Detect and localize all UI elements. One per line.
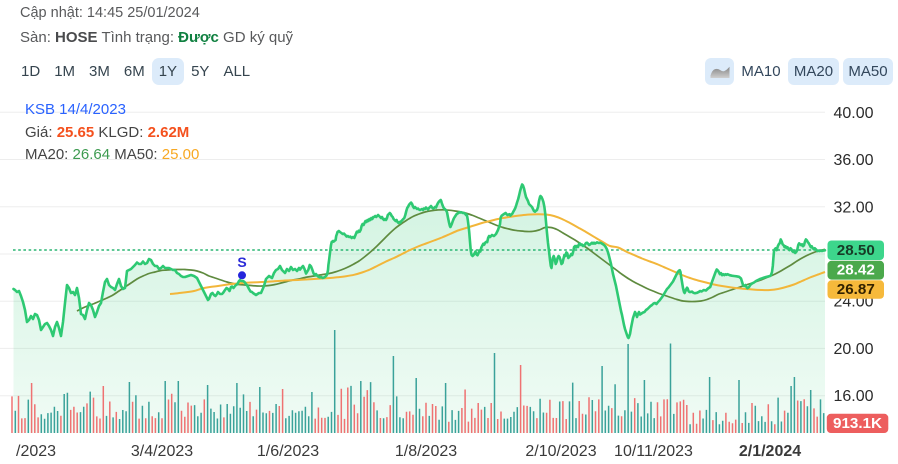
- svg-text:40.00: 40.00: [834, 105, 874, 122]
- svg-text:2/10/2023: 2/10/2023: [525, 443, 596, 460]
- svg-text:32.00: 32.00: [834, 199, 874, 216]
- svg-text:16.00: 16.00: [834, 388, 874, 405]
- svg-text:26.87: 26.87: [837, 281, 875, 298]
- svg-text:2/1/2024: 2/1/2024: [739, 443, 801, 460]
- svg-text:1/6/2023: 1/6/2023: [257, 443, 319, 460]
- svg-text:/2023: /2023: [16, 443, 56, 460]
- svg-text:3/4/2023: 3/4/2023: [131, 443, 193, 460]
- svg-text:20.00: 20.00: [834, 341, 874, 358]
- svg-text:913.1K: 913.1K: [833, 415, 882, 432]
- svg-text:10/11/2023: 10/11/2023: [614, 443, 693, 460]
- svg-text:S: S: [237, 254, 246, 270]
- svg-text:28.42: 28.42: [837, 262, 875, 279]
- svg-text:28.50: 28.50: [837, 242, 875, 259]
- svg-text:1/8/2023: 1/8/2023: [395, 443, 457, 460]
- svg-text:36.00: 36.00: [834, 152, 874, 169]
